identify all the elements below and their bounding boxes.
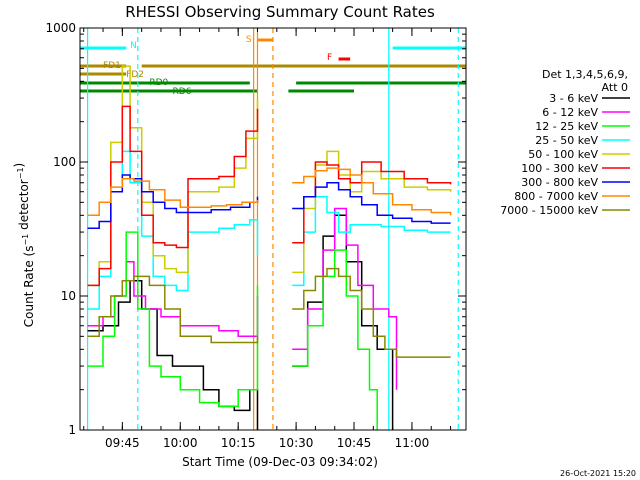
y-tick-label: 10 bbox=[61, 289, 76, 303]
legend-entry: 12 - 25 keV bbox=[535, 120, 598, 133]
x-tick-label: 10:00 bbox=[163, 436, 198, 450]
series-line bbox=[292, 249, 378, 430]
x-tick-label: 11:00 bbox=[395, 436, 430, 450]
legend-entry: 6 - 12 keV bbox=[542, 106, 598, 119]
y-tick-label: 1000 bbox=[45, 21, 76, 35]
y-tick-label: 100 bbox=[53, 155, 76, 169]
legend-header: Det 1,3,4,5,6,9, bbox=[542, 68, 628, 81]
x-axis-label: Start Time (09-Dec-03 09:34:02) bbox=[182, 455, 378, 469]
series-line bbox=[87, 65, 259, 287]
series-line bbox=[292, 207, 398, 390]
series-line bbox=[87, 105, 259, 287]
flag-bar-label: FD2 bbox=[126, 70, 144, 80]
series-line bbox=[87, 174, 259, 230]
flag-bar-label: N bbox=[130, 41, 137, 51]
y-axis-label: Count Rate (s−1 detector−1) bbox=[12, 163, 36, 327]
flag-bar-label: RD0 bbox=[149, 78, 168, 88]
series-lines bbox=[87, 65, 452, 430]
vertical-markers bbox=[86, 28, 459, 430]
series-line bbox=[87, 150, 259, 310]
flag-bar-label: FD1 bbox=[103, 61, 121, 71]
legend-header: Att 0 bbox=[602, 81, 628, 94]
chart-title: RHESSI Observing Summary Count Rates bbox=[125, 3, 435, 21]
series-line bbox=[87, 279, 259, 430]
series-line bbox=[292, 182, 451, 224]
legend-entry: 7000 - 15000 keV bbox=[500, 204, 598, 217]
legend-entry: 300 - 800 keV bbox=[521, 176, 598, 189]
plot-frame bbox=[79, 27, 467, 431]
series-line bbox=[87, 275, 259, 344]
series-line bbox=[87, 231, 259, 408]
legend-entry: 3 - 6 keV bbox=[549, 92, 598, 105]
series-line bbox=[292, 167, 452, 216]
series-line bbox=[87, 177, 259, 217]
series-line bbox=[292, 196, 451, 287]
legend-entry: 800 - 7000 keV bbox=[514, 190, 598, 203]
axes: 1 10 100 1000 09:45 10:00 10:15 10:30 10:45 11:00 bbox=[45, 21, 466, 450]
x-tick-label: 10:45 bbox=[337, 436, 372, 450]
timestamp: 26-Oct-2021 15:20 bbox=[560, 469, 636, 478]
y-tick-label: 1 bbox=[68, 423, 76, 437]
flag-bar-label: F bbox=[327, 53, 332, 63]
x-tick-label: 09:45 bbox=[105, 436, 140, 450]
flag-bar-label: S bbox=[246, 35, 252, 45]
series-line bbox=[292, 267, 451, 358]
legend-entry: 50 - 100 keV bbox=[528, 148, 598, 161]
series-line bbox=[292, 161, 452, 244]
x-tick-label: 10:15 bbox=[221, 436, 256, 450]
x-tick-label: 10:30 bbox=[279, 436, 314, 450]
legend-entry: 100 - 300 keV bbox=[521, 162, 598, 175]
legend-entry: 25 - 50 keV bbox=[535, 134, 598, 147]
flag-bar-label: RD6 bbox=[173, 87, 192, 97]
